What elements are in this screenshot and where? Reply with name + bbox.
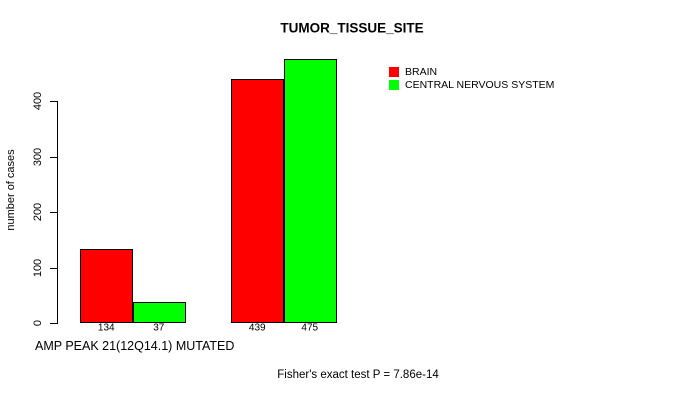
y-tick-label: 0 xyxy=(32,319,44,327)
legend-swatch xyxy=(389,66,399,77)
y-axis-label: number of cases xyxy=(5,149,17,231)
x-axis-label: AMP PEAK 21(12Q14.1) MUTATED xyxy=(35,339,235,353)
legend-label: CENTRAL NERVOUS SYSTEM xyxy=(405,79,555,92)
bar-value-label: 439 xyxy=(248,322,266,334)
bar-value-label: 475 xyxy=(301,322,319,334)
bar-brain-group2 xyxy=(231,79,284,323)
y-tick-mark xyxy=(50,101,58,102)
bar-central-nervous-system-group1 xyxy=(132,302,186,323)
y-tick-label: 400 xyxy=(32,91,44,111)
y-tick-label: 300 xyxy=(32,147,44,166)
legend-label: BRAIN xyxy=(405,65,438,78)
chart-title: TUMOR_TISSUE_SITE xyxy=(280,20,424,36)
y-tick-mark xyxy=(50,323,58,324)
y-tick-label: 200 xyxy=(32,202,44,222)
y-tick-mark xyxy=(50,267,58,269)
y-tick-mark xyxy=(50,156,58,158)
y-tick-label: 100 xyxy=(32,258,44,277)
legend-item: CENTRAL NERVOUS SYSTEM xyxy=(389,79,554,93)
bar-brain-group1 xyxy=(80,248,133,323)
bar-value-label: 37 xyxy=(153,322,165,334)
y-tick-mark xyxy=(50,212,58,213)
legend: BRAIN CENTRAL NERVOUS SYSTEM xyxy=(389,65,554,92)
legend-swatch xyxy=(389,80,399,91)
bar-central-nervous-system-group2 xyxy=(283,59,337,323)
legend-item: BRAIN xyxy=(389,65,554,79)
bar-value-label: 134 xyxy=(97,322,115,334)
fisher-test-note: Fisher's exact test P = 7.86e-14 xyxy=(277,369,439,381)
